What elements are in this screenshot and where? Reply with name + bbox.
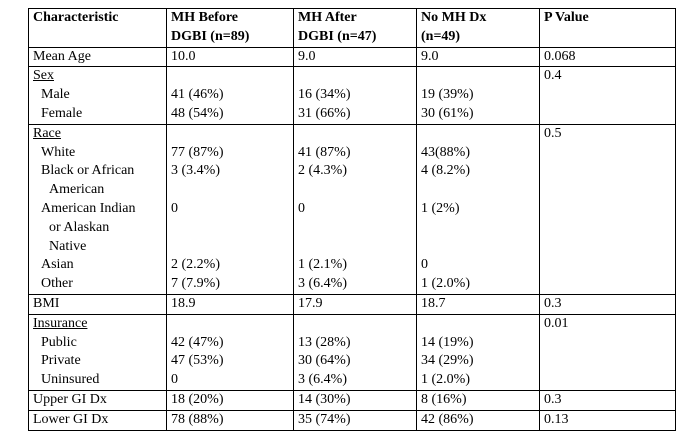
section-title: Race <box>33 125 61 141</box>
nomh-cell: 14 (19%) 34 (29%) 1 (2.0%) <box>416 313 540 391</box>
label-cell: Lower GI Dx <box>28 409 167 431</box>
before-cell: 42 (47%) 47 (53%) 0 <box>166 313 294 391</box>
after-cell: 17.9 <box>293 293 417 315</box>
after-cell: 14 (30%) <box>293 389 417 411</box>
p-cell: 0.5 <box>539 123 676 295</box>
header-mh-before: MH Before DGBI (n=89) <box>166 8 294 48</box>
before-cell: 18 (20%) <box>166 389 294 411</box>
header-p-value: P Value <box>539 8 676 48</box>
header-mh-after: MH After DGBI (n=47) <box>293 8 417 48</box>
row-insurance: Insurance Public Private Uninsured 42 (4… <box>28 313 676 391</box>
before-cell: 18.9 <box>166 293 294 315</box>
p-cell: 0.3 <box>539 389 676 411</box>
p-cell: 0.4 <box>539 66 676 125</box>
after-cell: 9.0 <box>293 46 417 68</box>
before-cell: 77 (87%) 3 (3.4%) 0 2 (2.2%) 7 (7.9%) <box>166 123 294 295</box>
before-cell: 78 (88%) <box>166 409 294 431</box>
nomh-cell: 9.0 <box>416 46 540 68</box>
nomh-cell: 18.7 <box>416 293 540 315</box>
nomh-cell: 43(88%) 4 (8.2%) 1 (2%) 0 1 (2.0%) <box>416 123 540 295</box>
p-cell: 0.01 <box>539 313 676 391</box>
label-cell: Upper GI Dx <box>28 389 167 411</box>
nomh-cell: 42 (86%) <box>416 409 540 431</box>
header-characteristic: Characteristic <box>28 8 167 48</box>
label-cell: BMI <box>28 293 167 315</box>
header-no-mh: No MH Dx (n=49) <box>416 8 540 48</box>
row-sex: Sex Male Female 41 (46%) 48 (54%) 16 (34… <box>28 66 676 125</box>
after-cell: 41 (87%) 2 (4.3%) 0 1 (2.1%) 3 (6.4%) <box>293 123 417 295</box>
label-cell: Insurance Public Private Uninsured <box>28 313 167 391</box>
header-row: Characteristic MH Before DGBI (n=89) MH A… <box>28 8 676 48</box>
p-cell: 0.3 <box>539 293 676 315</box>
after-cell: 13 (28%) 30 (64%) 3 (6.4%) <box>293 313 417 391</box>
p-cell: 0.068 <box>539 46 676 68</box>
nomh-cell: 19 (39%) 30 (61%) <box>416 66 540 125</box>
row-race: Race White Black or African American Ame… <box>28 123 676 295</box>
p-cell: 0.13 <box>539 409 676 431</box>
row-lower-gi: Lower GI Dx 78 (88%) 35 (74%) 42 (86%) 0… <box>28 409 676 431</box>
row-upper-gi: Upper GI Dx 18 (20%) 14 (30%) 8 (16%) 0.… <box>28 389 676 411</box>
label-cell: Sex Male Female <box>28 66 167 125</box>
row-mean-age: Mean Age 10.0 9.0 9.0 0.068 <box>28 46 676 68</box>
label-cell: Mean Age <box>28 46 167 68</box>
section-title: Sex <box>33 68 54 84</box>
nomh-cell: 8 (16%) <box>416 389 540 411</box>
characteristics-table: Characteristic MH Before DGBI (n=89) MH A… <box>28 8 676 431</box>
row-bmi: BMI 18.9 17.9 18.7 0.3 <box>28 293 676 315</box>
after-cell: 35 (74%) <box>293 409 417 431</box>
section-title: Insurance <box>33 315 88 331</box>
after-cell: 16 (34%) 31 (66%) <box>293 66 417 125</box>
before-cell: 41 (46%) 48 (54%) <box>166 66 294 125</box>
before-cell: 10.0 <box>166 46 294 68</box>
label-cell: Race White Black or African American Ame… <box>28 123 167 295</box>
